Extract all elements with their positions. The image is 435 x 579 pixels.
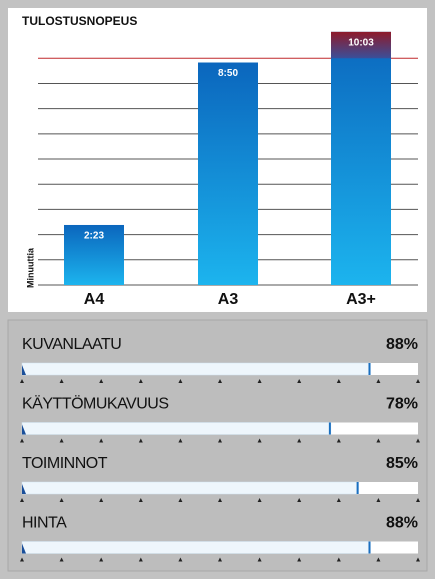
rating-bar <box>21 541 371 554</box>
rating-label: HINTA <box>22 515 67 532</box>
rating-value: 88% <box>386 336 418 353</box>
scale-tick <box>218 498 222 502</box>
scale-tick <box>59 379 64 383</box>
bar-over-limit <box>331 31 391 59</box>
rating-bar <box>21 481 359 495</box>
scale-tick <box>99 498 104 502</box>
scale-tick <box>297 438 302 443</box>
scale-tick <box>297 557 302 562</box>
scale-tick <box>178 438 183 443</box>
scale-tick <box>376 557 381 562</box>
rating-label: KUVANLAATU <box>22 336 121 353</box>
scale-tick <box>99 557 104 562</box>
scale-tick <box>336 379 341 383</box>
start-marker <box>22 484 26 494</box>
scale-tick <box>257 438 262 443</box>
rating-value: 85% <box>386 455 418 472</box>
scale-tick <box>138 379 143 383</box>
scale-tick <box>178 498 183 502</box>
x-tick-label: A3+ <box>346 291 376 308</box>
scale-tick <box>416 557 420 562</box>
scale-tick <box>99 438 104 443</box>
start-marker <box>22 365 26 375</box>
x-tick-label: A4 <box>84 291 105 308</box>
rating-label: TOIMINNOT <box>22 455 108 472</box>
bar <box>64 224 124 285</box>
scale-tick <box>138 498 143 502</box>
scale-tick <box>59 498 64 502</box>
scale-tick <box>20 498 24 502</box>
rating-marker <box>328 422 331 435</box>
scale-tick <box>178 557 183 562</box>
value-label: 10:03 <box>348 37 374 48</box>
rating-bar <box>21 362 371 376</box>
chart-title: TULOSTUSNOPEUS <box>22 14 137 28</box>
rating-marker <box>356 482 359 494</box>
rating-value: 88% <box>386 515 418 532</box>
bar <box>331 31 391 285</box>
scale-tick <box>257 379 262 383</box>
scale-tick <box>20 438 24 443</box>
scale-tick <box>59 557 64 562</box>
scale-tick <box>416 498 420 502</box>
rating-marker <box>368 363 371 375</box>
scale-tick <box>376 498 381 502</box>
scale-tick <box>218 438 222 443</box>
start-marker <box>22 543 26 554</box>
value-label: 8:50 <box>218 68 238 79</box>
scale-tick <box>336 498 341 502</box>
y-axis-label: Minuuttia <box>25 247 35 288</box>
rating-label: KÄYTTÖMUKAVUUS <box>22 395 169 413</box>
scale-tick <box>336 557 341 562</box>
scale-tick <box>376 438 381 443</box>
scale-tick <box>20 557 24 562</box>
scale-tick <box>416 379 420 383</box>
scale-tick <box>218 379 222 383</box>
scale-tick <box>218 557 222 562</box>
ratings-panel <box>7 319 428 572</box>
scale-tick <box>138 557 143 562</box>
scale-tick <box>297 379 302 383</box>
scale-tick <box>257 557 262 562</box>
scale-tick <box>138 438 143 443</box>
scale-tick <box>178 379 183 383</box>
scale-tick <box>99 379 104 383</box>
scale-tick <box>59 438 64 443</box>
rating-marker <box>368 541 371 554</box>
start-marker <box>22 424 26 435</box>
scale-tick <box>336 438 341 443</box>
scale-tick <box>257 498 262 502</box>
bar <box>198 62 258 286</box>
scale-tick <box>376 379 381 383</box>
x-tick-label: A3 <box>218 291 239 308</box>
scale-tick <box>297 498 302 502</box>
scale-tick <box>20 379 24 383</box>
rating-bar <box>21 422 332 435</box>
value-label: 2:23 <box>84 231 104 242</box>
rating-value: 78% <box>386 396 418 413</box>
scale-tick <box>416 438 420 443</box>
